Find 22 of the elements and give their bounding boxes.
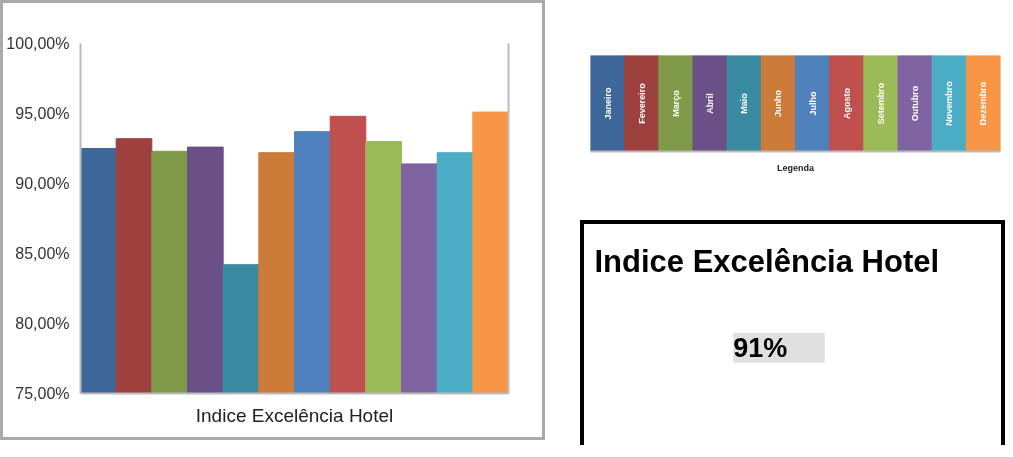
y-tick-label: 100,00% (6, 35, 70, 52)
x-tick-label: Outubro (910, 85, 921, 122)
x-tick-label: Novembro (944, 80, 955, 126)
y-tick-label: 75,00% (15, 385, 70, 402)
x-tick-label: Agosto (841, 87, 852, 119)
x-tick-label: Janeiro (602, 86, 613, 120)
x-tick-label: Maio (739, 92, 750, 114)
x-tick-label: Dezembro (978, 81, 989, 126)
y-tick-label: 95,00% (15, 105, 70, 122)
x-tick-label: Março (670, 89, 681, 117)
x-tick-label: Fevereiro (636, 82, 647, 124)
x-tick-label: Abril (705, 93, 716, 114)
y-tick-label: 85,00% (15, 245, 70, 262)
y-tick-label: 80,00% (15, 315, 70, 332)
y-tick-label: 90,00% (15, 175, 70, 192)
x-tick-label: Setembro (875, 82, 886, 125)
x-axis-title: Legenda (777, 162, 815, 173)
text: Indice Excelência Hotel (594, 244, 940, 280)
text: 91% (733, 332, 788, 363)
x-tick-label: Junho (773, 89, 784, 117)
x-axis-title: Indice Excelência Hotel (195, 404, 394, 426)
x-tick-label: Julho (807, 91, 818, 116)
